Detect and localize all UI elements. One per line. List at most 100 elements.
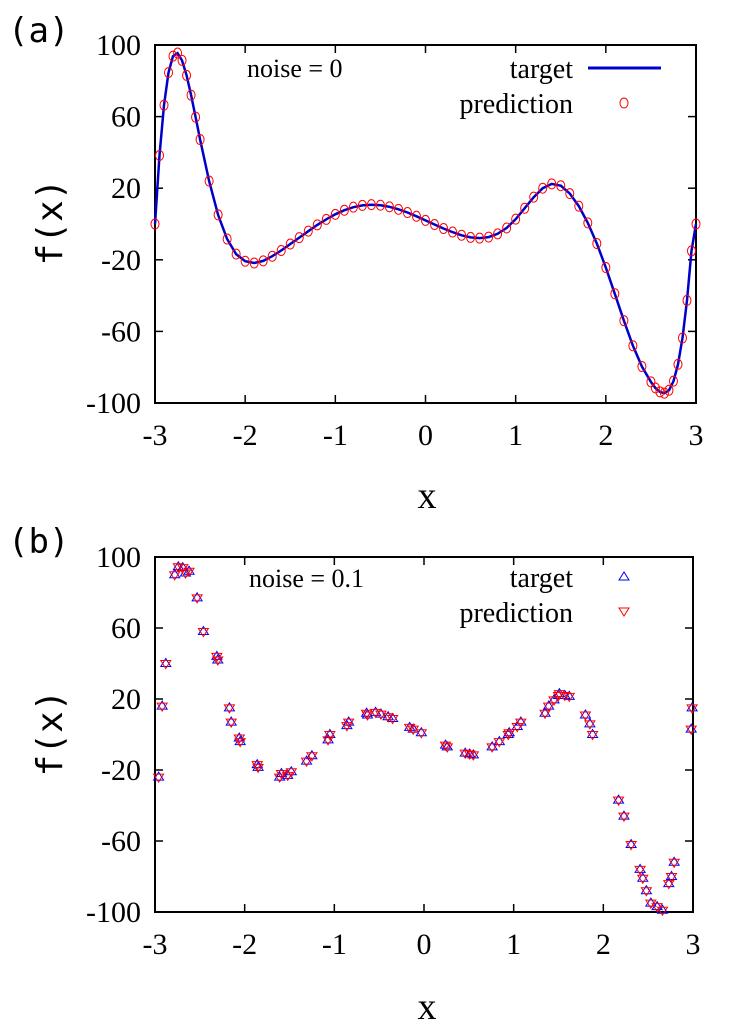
panel-a-series-prediction-point <box>439 222 449 234</box>
panel-a-x-tick-label: 2 <box>598 419 613 452</box>
panel-b-series-prediction-point <box>625 841 638 851</box>
panel-b-series-target-point <box>342 716 355 726</box>
panel-a-series-prediction-point <box>375 199 385 211</box>
panel-a-y-tick-label: -100 <box>86 387 141 420</box>
panel-b-series-target-point <box>176 561 189 572</box>
panel-a-series-target-line <box>153 51 698 395</box>
panel-b-series-prediction-point <box>342 718 355 729</box>
panel-b-series-target-point <box>665 870 678 880</box>
panel-a-series-prediction-point <box>538 182 548 194</box>
panel-b-y-tick-label: -60 <box>101 825 141 858</box>
panel-b-series-prediction-point <box>634 865 646 876</box>
panel-a-series-prediction-point <box>177 54 187 66</box>
panel-b-series-target-point <box>539 707 551 717</box>
panel-a-series-prediction-point <box>430 219 440 231</box>
panel-b-plot-border <box>154 556 694 913</box>
panel-a-series-prediction-point <box>155 149 165 161</box>
panel-a-x-tick-label: 1 <box>508 419 523 452</box>
panel-a-series-prediction-point <box>258 255 268 267</box>
panel-b-series-target-point <box>300 755 313 765</box>
panel-a-series-prediction-point <box>457 229 467 241</box>
panel-a-series-prediction-point <box>191 111 201 123</box>
panel-b-series-prediction-point <box>152 773 165 784</box>
panel-b-series-target-point <box>225 716 238 726</box>
panel-b-series-prediction-point <box>553 690 566 700</box>
panel-b-series-prediction-point <box>459 749 472 760</box>
panel-b-series-target-point <box>407 723 420 733</box>
panel-b-series-target-point <box>636 872 649 882</box>
panel-a-series-prediction-point <box>249 257 259 269</box>
panel-b-series-prediction-point <box>618 812 630 823</box>
panel-a-series-prediction-point <box>619 315 629 327</box>
panel-b-series-prediction-point <box>636 874 649 885</box>
panel-a-series-prediction-point <box>475 232 485 244</box>
panel-b-series-target-point <box>583 717 596 728</box>
panel-b-series-prediction-point <box>172 563 185 573</box>
panel-b-series-target-point <box>361 709 374 719</box>
panel-a-noise-annotation: noise = 0 <box>247 54 343 83</box>
panel-b-series-prediction-point <box>579 711 592 721</box>
panel-b-series-target-point <box>563 690 576 700</box>
panel-b-series-prediction-point <box>467 751 480 761</box>
panel-a-legend-target-label: target <box>510 54 573 85</box>
panel-a-series-prediction-point <box>276 244 286 256</box>
panel-b-series-prediction-point <box>197 628 210 638</box>
panel-a-series-prediction-point <box>637 360 647 372</box>
panel-a-series-prediction-point <box>493 228 503 240</box>
panel-b-series-target-point <box>159 657 172 667</box>
panel-b-series-target-point <box>579 709 592 719</box>
panel-b-x-tick-label: 2 <box>596 928 611 961</box>
panel-b-series-target-point <box>463 748 476 758</box>
panel-b-series-target-point <box>612 794 625 804</box>
panel-a-series-prediction-point <box>650 382 660 394</box>
panel-a-series-prediction-point <box>182 69 192 81</box>
panel-a-series-prediction-point <box>339 204 349 216</box>
panel-a-series-prediction-point <box>659 387 669 399</box>
panel-a-series-prediction-point <box>150 218 160 230</box>
panel-b-series-target-point <box>634 863 646 873</box>
panel-b-x-tick-label: -3 <box>143 928 168 961</box>
panel-a-y-tick-label: -60 <box>101 315 141 348</box>
panel-a-series-prediction-point <box>677 332 687 344</box>
panel-a-series-prediction-point <box>402 207 412 219</box>
panel-a-x-tick-label: -1 <box>323 419 348 452</box>
panel-b-series-prediction-point <box>586 731 599 741</box>
panel-a-x-tick-label: 3 <box>689 419 704 452</box>
panel-b-series-prediction-point <box>191 594 204 604</box>
panel-b-series-prediction-point <box>662 880 675 890</box>
panel-a-series-prediction-point <box>655 386 665 398</box>
panel-a-series-prediction-point <box>240 255 250 267</box>
panel-b-series-prediction-point <box>686 704 699 714</box>
panel-b-series-prediction-point <box>503 729 516 739</box>
panel-a-series-prediction-point <box>366 199 376 211</box>
panel-b-series-prediction-point <box>252 763 265 774</box>
panel-b-series-prediction-point <box>656 906 669 917</box>
panel-a-series-prediction-point <box>484 231 494 243</box>
panel-b-series-prediction-point <box>563 692 576 703</box>
panel-a-series-prediction-point <box>204 175 214 187</box>
panel-b-series-prediction-point <box>361 711 374 721</box>
panel-b-series-target-point <box>644 897 657 907</box>
panel-b-legend-prediction-label: prediction <box>459 598 573 629</box>
panel-a-x-axis-label: x <box>418 475 437 517</box>
panel-b-series-prediction-point <box>225 718 238 729</box>
panel-b-series-target-point <box>386 712 399 723</box>
panel-b-series-prediction-point <box>403 723 416 734</box>
panel-a-series-prediction-point <box>330 208 340 220</box>
panel-a-series-prediction-point <box>348 201 358 213</box>
panel-b-series-target-point <box>210 650 223 660</box>
panel-b-series-prediction-point <box>386 715 399 725</box>
panel-a-series-prediction-point <box>502 222 512 234</box>
panel-b-series-prediction-point <box>306 752 318 762</box>
panel-a-series-prediction-point <box>529 191 539 203</box>
panel-b-series-target-point <box>251 758 264 769</box>
panel-b-series-target-point <box>586 728 599 738</box>
panel-a-series-prediction-point <box>686 245 696 257</box>
panel-a-series-prediction-point <box>411 210 421 222</box>
panel-b-series-prediction-point <box>183 567 195 578</box>
panel-b-plot-area: -3 -2 -1 0 1 2 3 100 60 20 -20 -60 -100 <box>86 541 701 961</box>
panel-a-series-prediction-point <box>357 199 367 211</box>
panel-b-series-target-point <box>156 700 169 710</box>
panel-b-series-prediction-point <box>640 887 653 897</box>
